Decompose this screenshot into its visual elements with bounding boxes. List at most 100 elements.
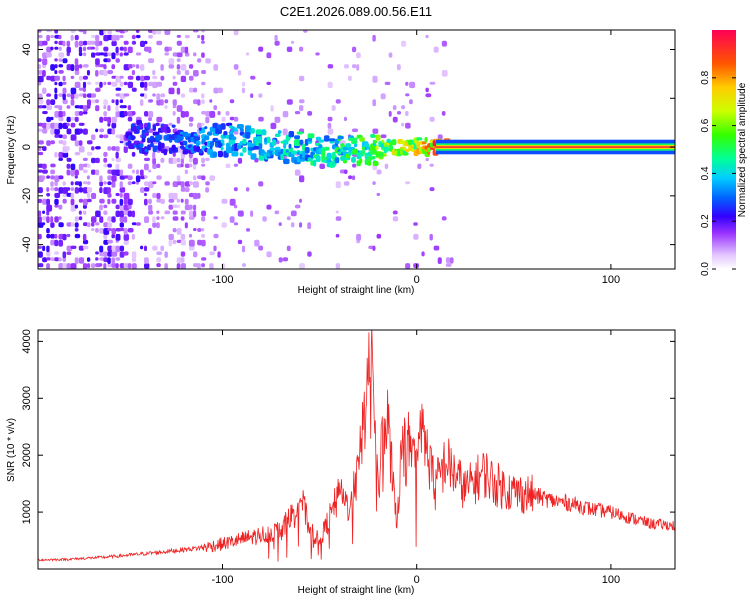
spectrogram-cell bbox=[131, 263, 137, 269]
spectrogram-cell bbox=[250, 153, 257, 160]
spectrogram-cell bbox=[74, 257, 79, 264]
spectrogram-cell bbox=[123, 46, 127, 52]
spectrogram-cell bbox=[82, 157, 88, 161]
spectrogram-cell bbox=[193, 192, 198, 200]
spectrogram-cell bbox=[270, 105, 274, 112]
spectrogram-cell bbox=[123, 93, 130, 97]
spectrogram-cell bbox=[345, 143, 351, 148]
spectrogram-cell bbox=[123, 30, 129, 33]
spectrogram-cell bbox=[156, 81, 163, 87]
spectrogram-cell bbox=[123, 216, 128, 223]
spectrogram-cell bbox=[401, 105, 406, 110]
spectrogram-cell bbox=[288, 131, 295, 138]
spectrogram-cell bbox=[50, 181, 54, 187]
spectrogram-cell bbox=[115, 233, 121, 241]
spectrogram-cell bbox=[58, 175, 64, 180]
spectrogram-cell bbox=[74, 140, 80, 147]
spectrogram-cell bbox=[239, 128, 244, 132]
spectrogram-cell bbox=[74, 111, 80, 116]
spectrogram-cell bbox=[70, 99, 75, 106]
spectrogram-cell bbox=[123, 251, 129, 256]
spectrogram-cell bbox=[180, 257, 185, 263]
spectrogram-cell bbox=[205, 181, 210, 186]
spectrogram-cell bbox=[213, 64, 219, 71]
spectrogram-cell bbox=[70, 222, 75, 227]
spectrogram-cell bbox=[310, 147, 314, 152]
spectrogram-cell bbox=[54, 46, 59, 50]
spectrogram-cell bbox=[58, 222, 64, 228]
spectrogram-cell bbox=[119, 216, 125, 223]
spectrogram-cell bbox=[417, 163, 422, 169]
spectrogram-cell bbox=[62, 151, 69, 158]
spectrogram-y-label: Frequency (Hz) bbox=[6, 116, 17, 185]
spectrogram-cell bbox=[188, 239, 195, 247]
spectrogram-cell bbox=[207, 131, 213, 136]
spectrogram-cell bbox=[144, 257, 149, 264]
spectrogram-cell bbox=[274, 116, 281, 123]
spectrogram-cell bbox=[70, 163, 76, 171]
spectrogram-cell bbox=[372, 99, 376, 107]
spectrogram-cell bbox=[376, 192, 381, 196]
spectrogram-cell bbox=[372, 181, 376, 185]
spectrogram-cell bbox=[299, 222, 303, 228]
spectrogram-cell bbox=[180, 187, 186, 192]
spectrogram-cell bbox=[70, 198, 75, 206]
spectrogram-cell bbox=[46, 30, 53, 33]
spectrogram-cell bbox=[352, 163, 357, 168]
spectrogram-cell bbox=[135, 222, 141, 226]
spectrogram-cell bbox=[144, 175, 148, 179]
spectrogram-cell bbox=[66, 40, 71, 47]
spectrogram-cell bbox=[66, 251, 72, 255]
spectrogram-cell bbox=[144, 216, 150, 223]
spectrogram-cell bbox=[111, 251, 118, 257]
spectrogram-cell bbox=[372, 34, 376, 42]
spectrogram-cell bbox=[111, 64, 116, 70]
spectrogram-cell bbox=[144, 111, 149, 117]
spectrogram-cell bbox=[119, 169, 124, 176]
spectrogram-cell bbox=[86, 140, 93, 145]
spectrogram-cell bbox=[304, 139, 309, 146]
spectrogram-cell bbox=[160, 93, 166, 98]
snr-panel: -100 0 100 1000 2000 3000 4000 Height of stra… bbox=[6, 329, 676, 596]
spectrogram-cell bbox=[70, 64, 75, 72]
spectrogram-cell bbox=[201, 163, 206, 167]
spectrogram-cell bbox=[148, 99, 153, 103]
spectrogram-cell bbox=[107, 122, 111, 127]
spectrogram-cell bbox=[425, 157, 429, 162]
spectrogram-cell bbox=[201, 157, 205, 164]
spectrogram-cell bbox=[70, 169, 75, 177]
spectrogram-cell bbox=[282, 128, 288, 136]
spectrogram-cell bbox=[307, 133, 315, 139]
spectrogram-cell bbox=[123, 192, 130, 200]
spectrogram-cell bbox=[127, 204, 132, 210]
spectrogram-cell bbox=[123, 81, 128, 86]
spectrogram-cell bbox=[54, 87, 58, 94]
spectrogram-cell bbox=[38, 198, 43, 204]
spectrogram-cell bbox=[408, 144, 412, 152]
spectrogram-cell bbox=[127, 175, 133, 181]
spectrogram-cell bbox=[54, 105, 60, 109]
spectrogram-cell bbox=[278, 222, 282, 226]
spectrogram-cell bbox=[46, 99, 51, 106]
spectrogram-cell bbox=[184, 70, 190, 76]
spectrogram-cell bbox=[171, 124, 176, 128]
spectrogram-cell bbox=[226, 147, 233, 154]
spectrogram-cell bbox=[160, 198, 165, 204]
x-tick-label: -100 bbox=[211, 574, 233, 586]
spectrogram-cell bbox=[50, 175, 55, 180]
spectrogram-cell bbox=[356, 233, 362, 241]
spectrogram-cell bbox=[274, 210, 280, 215]
spectrogram-cell bbox=[250, 128, 255, 134]
spectrogram-cell bbox=[250, 93, 254, 98]
spectrogram-cell bbox=[131, 111, 136, 116]
spectrogram-cell bbox=[58, 187, 64, 194]
spectrogram-cell bbox=[82, 181, 88, 185]
spectrogram-cell bbox=[58, 81, 63, 87]
spectrogram-cell bbox=[242, 146, 247, 153]
spectrogram-cell bbox=[396, 111, 402, 115]
spectrogram-cell bbox=[171, 144, 176, 151]
spectrogram-cell bbox=[127, 116, 133, 122]
spectrogram-cell bbox=[294, 111, 301, 115]
spectrogram-x-label: Height of straight line (km) bbox=[298, 285, 415, 296]
spectrogram-cell bbox=[172, 210, 178, 215]
